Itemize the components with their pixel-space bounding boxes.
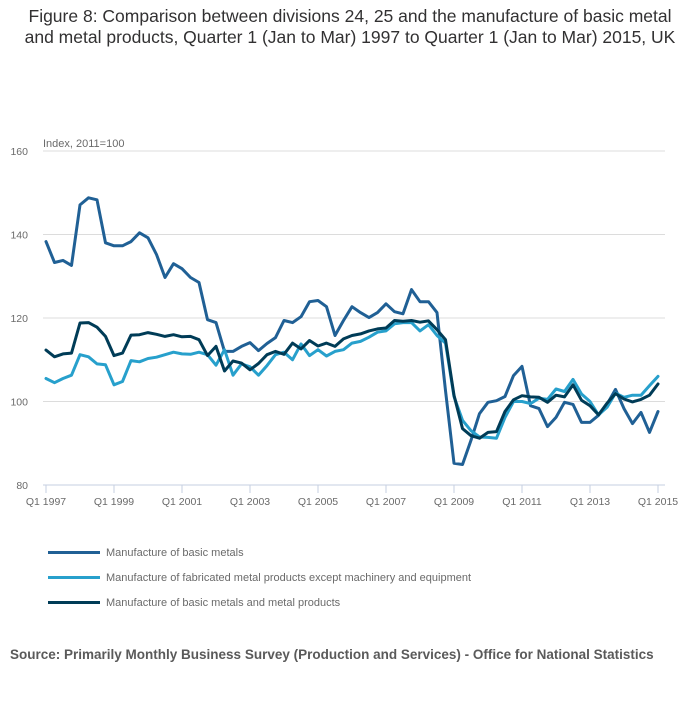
series-lines (44, 196, 660, 466)
x-tick-label: Q1 2013 (570, 496, 610, 508)
y-tick-label: 160 (10, 146, 28, 158)
y-tick-label: 100 (10, 397, 28, 409)
x-tick-label: Q1 2003 (230, 496, 270, 508)
y-tick-label: 140 (10, 230, 28, 242)
y-tick-label: 120 (10, 313, 28, 325)
y-axis-ticks: 80 100 120 140 160 (10, 146, 28, 492)
source-note: Source: Primarily Monthly Business Surve… (10, 647, 654, 662)
x-tick-label: Q1 2007 (366, 496, 406, 508)
legend-item-fabricated-metal[interactable]: Manufacture of fabricated metal products… (48, 565, 471, 590)
legend-label: Manufacture of fabricated metal products… (106, 571, 472, 584)
x-tick-label: Q1 1999 (94, 496, 134, 508)
x-tick-label: Q1 2005 (298, 496, 338, 508)
chart-title: Figure 8: Comparison between divisions 2… (24, 6, 676, 47)
x-tick-label: Q1 2015 (638, 496, 678, 508)
y-axis-label: Index, 2011=100 (43, 138, 124, 150)
series-line-0[interactable] (44, 196, 660, 466)
legend-item-basic-metals[interactable]: Manufacture of basic metals (48, 540, 471, 565)
x-tick-label: Q1 2009 (434, 496, 474, 508)
gridlines (43, 150, 665, 402)
y-tick-label: 80 (16, 480, 28, 492)
legend-label: Manufacture of basic metals (106, 546, 244, 559)
x-tick-label: Q1 1997 (26, 496, 66, 508)
legend-label: Manufacture of basic metals and metal pr… (106, 596, 341, 609)
series-line-1[interactable] (44, 321, 660, 440)
legend-item-basic-metals-and-products[interactable]: Manufacture of basic metals and metal pr… (48, 590, 471, 615)
series-line-2[interactable] (44, 319, 660, 440)
x-tick-label: Q1 2011 (502, 496, 542, 508)
legend-swatch (48, 576, 100, 579)
legend-swatch (48, 601, 100, 604)
x-axis: Q1 1997 Q1 1999 Q1 2001 Q1 2003 Q1 2005 Q1 20… (26, 484, 678, 508)
legend-swatch (48, 551, 100, 554)
legend: Manufacture of basic metals Manufacture … (48, 540, 471, 615)
x-tick-label: Q1 2001 (162, 496, 202, 508)
